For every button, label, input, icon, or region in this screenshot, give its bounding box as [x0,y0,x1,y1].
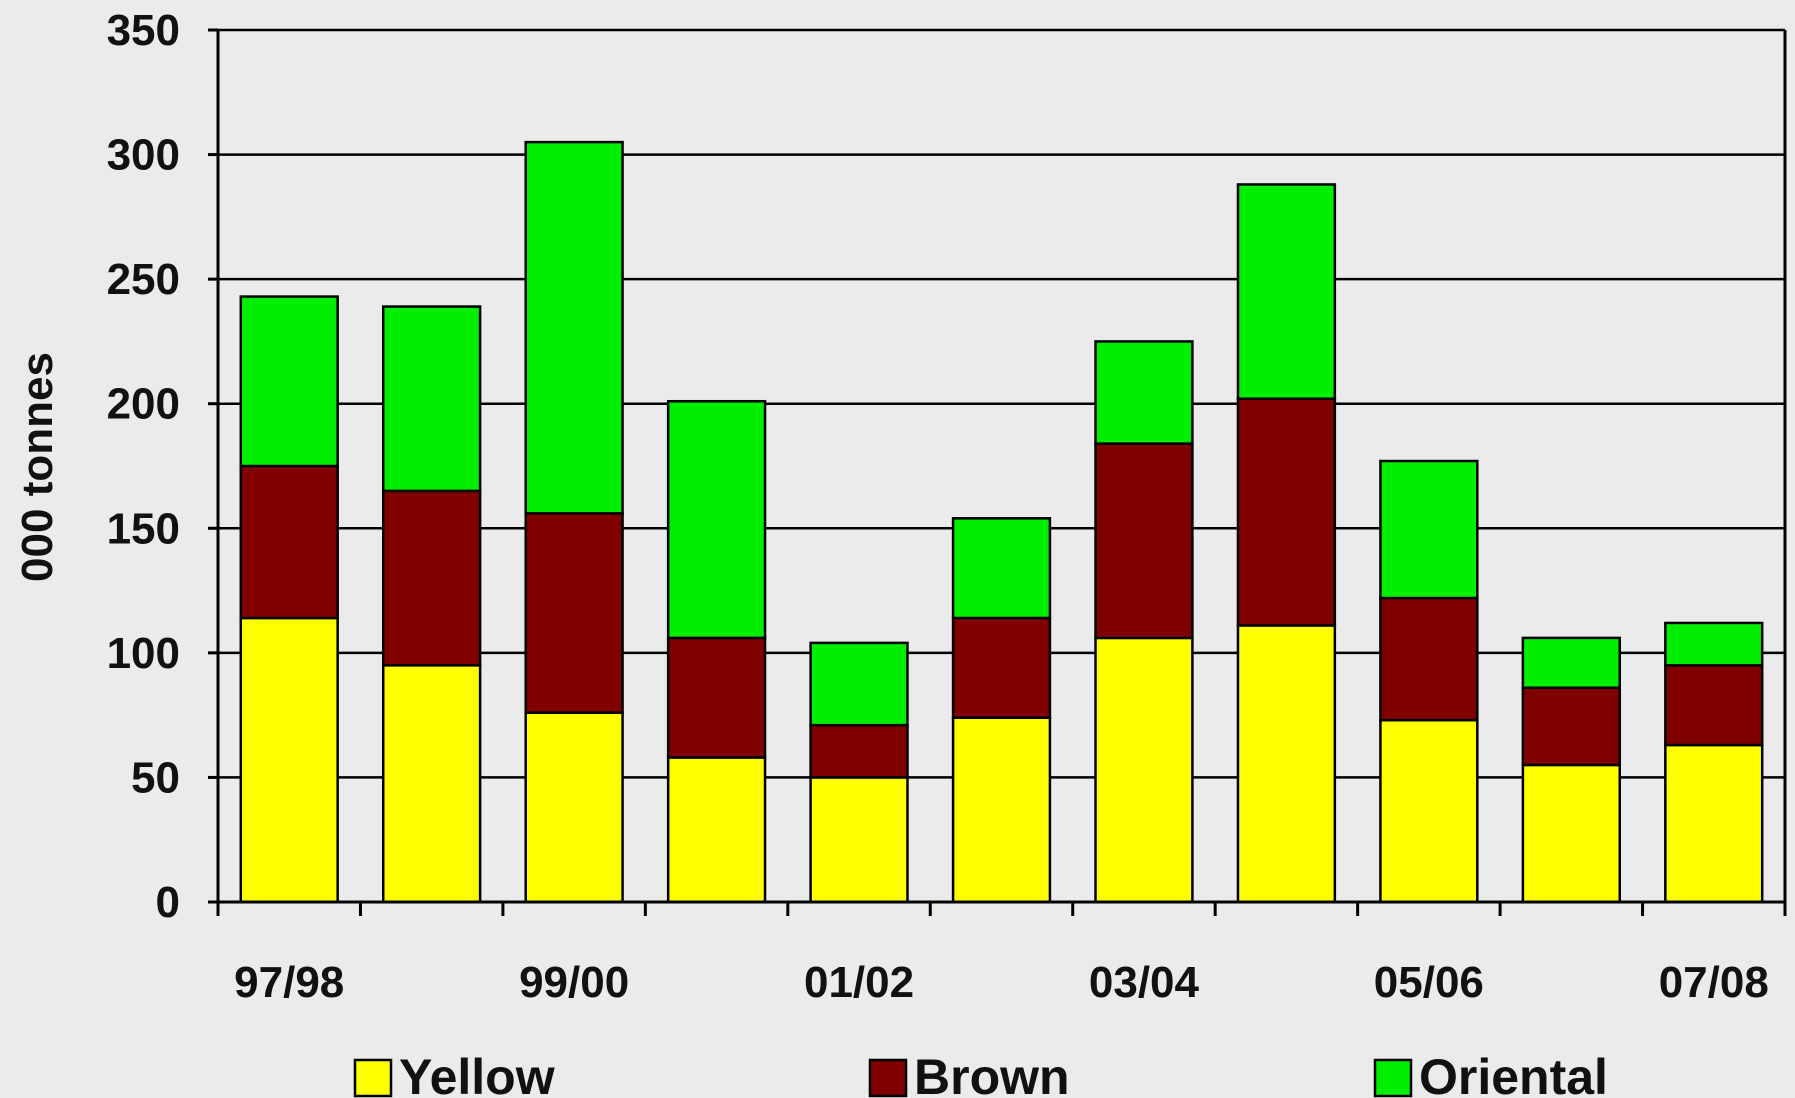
bar-segment-yellow [951,716,1052,904]
legend-swatch [353,1058,393,1098]
legend-label: Yellow [399,1049,555,1098]
bar-segment-oriental [1094,340,1194,445]
bar-segment-brown [1236,397,1337,627]
y-tick-labels: 0 50 100 150 200 250 300 350 [107,6,180,927]
bar-segment-yellow [1236,624,1337,904]
bar-segment-brown [951,616,1052,719]
y-tick-label: 250 [107,255,180,304]
bar-segment-oriental [524,140,624,515]
y-tick-label: 200 [107,380,180,429]
bar-segment-yellow [239,616,339,904]
bar-segment-oriental [1236,183,1337,400]
bar-segment-brown [666,636,767,759]
x-tick-label: 07/08 [1659,958,1769,1007]
axes [208,28,1787,916]
bar-segment-brown [1521,686,1622,767]
x-tick-label: 97/98 [234,958,344,1007]
bar-segment-brown [239,464,339,620]
x-tick-labels: 97/98 99/00 01/02 03/04 05/06 07/08 [234,958,1769,1007]
legend-item-oriental: Oriental [1373,1049,1608,1098]
bar-segment-oriental [1664,621,1764,667]
bar-segment-brown [1094,442,1194,640]
y-tick-label: 50 [131,753,180,802]
bar-segment-yellow [1664,743,1764,904]
legend-label: Brown [914,1049,1070,1098]
legend-swatch [1373,1058,1413,1098]
x-tick-label: 05/06 [1374,958,1484,1007]
bar-segment-brown [381,489,482,667]
y-axis-title: 000 tonnes [13,352,62,582]
bar-segment-oriental [1379,459,1479,600]
bar-segment-oriental [1521,636,1622,689]
x-tick-label: 03/04 [1089,958,1200,1007]
bar-segment-brown [524,512,624,714]
bar-segment-yellow [1379,718,1479,904]
bars [239,140,1764,904]
bar-segment-oriental [239,295,339,468]
bar-segment-oriental [951,517,1052,620]
legend-item-brown: Brown [868,1049,1070,1098]
legend-swatch [868,1058,908,1098]
bar-segment-oriental [809,641,909,727]
legend-label: Oriental [1419,1049,1608,1098]
y-tick-label: 300 [107,131,180,180]
bar-segment-brown [809,723,909,779]
legend: Yellow Brown Oriental [353,1049,1608,1098]
y-tick-label: 100 [107,629,180,678]
bar-segment-oriental [381,305,482,493]
bar-segment-yellow [666,756,767,904]
bar-segment-brown [1379,596,1479,722]
x-tick-label: 99/00 [519,958,629,1007]
y-tick-label: 150 [107,504,180,553]
bar-segment-yellow [809,776,909,904]
bar-segment-oriental [666,399,767,640]
bar-segment-yellow [1094,636,1194,904]
x-tick-label: 01/02 [804,958,914,1007]
legend-item-yellow: Yellow [353,1049,555,1098]
y-tick-label: 350 [107,6,180,55]
y-tick-label: 0 [156,878,180,927]
bar-segment-yellow [1521,763,1622,904]
bar-segment-yellow [524,711,624,904]
bar-segment-yellow [381,664,482,904]
bar-segment-brown [1664,664,1764,747]
